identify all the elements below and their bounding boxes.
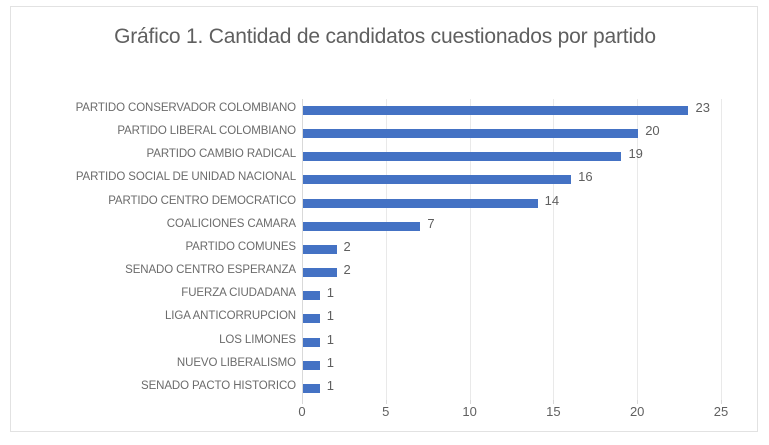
bar-value-label: 1 [326,377,334,393]
category-label: PARTIDO COMUNES [185,240,296,253]
bar-row: 14 [302,192,731,215]
category-label: SENADO CENTRO ESPERANZA [125,264,296,277]
bar-value-label: 1 [326,308,334,324]
chart-container: Gráfico 1. Cantidad de candidatos cuesti… [10,6,758,432]
bar-value-label: 19 [628,146,643,162]
x-axis-tickmark [721,400,722,404]
category-label: PARTIDO CONSERVADOR COLOMBIANO [75,102,297,114]
category-label: SENADO PACTO HISTORICO [141,379,296,392]
bar-row: 2 [302,238,731,261]
x-axis-tickmark [469,400,471,404]
bar-row: 1 [302,284,731,307]
bar-value-label: 20 [645,123,660,139]
category-label: PARTIDO SOCIAL DE UNIDAD NACIONAL [75,171,296,184]
x-axis-tick-label: 20 [629,404,645,419]
bar-value-label: 2 [343,262,351,278]
bar-value-label: 7 [427,215,435,231]
bar[interactable] [303,383,320,393]
x-axis-tick-label: 25 [713,404,729,419]
bar-row: 2 [302,261,731,284]
bar-row: 1 [302,377,731,400]
bar-row: 1 [302,307,731,330]
plot-area: 23 20 19 16 14 7 2 2 1 1 1 1 1 PARTIDO CONSERVADOR C… [76,99,731,419]
x-axis-tick-label: 15 [546,404,561,419]
bar[interactable] [303,244,337,254]
x-axis-tickmark [637,400,639,404]
bar-value-label: 1 [326,354,334,370]
bar[interactable] [303,360,320,370]
category-label: NUEVO LIBERALISMO [176,356,296,369]
bar[interactable] [303,152,622,162]
bar-row: 1 [302,354,731,377]
bar-row: 20 [302,122,731,145]
bar[interactable] [303,314,320,324]
bar[interactable] [303,268,337,278]
bar-value-label: 1 [326,285,334,301]
gridline [721,99,722,400]
chart-title: Gráfico 1. Cantidad de candidatos cuesti… [114,25,656,48]
bar-value-label: 2 [343,238,351,254]
category-label: COALICIONES CAMARA [166,217,296,230]
category-label: LOS LIMONES [219,333,296,346]
bar-row: 23 [302,99,731,122]
category-label: PARTIDO LIBERAL COLOMBIANO [117,125,296,138]
bar[interactable] [303,106,689,115]
category-label: LIGA ANTICORRUPCION [164,310,296,323]
bar[interactable] [303,291,320,301]
x-axis-tick-label: 0 [298,404,306,419]
bar-value-label: 14 [544,192,560,208]
value-axis-line [302,99,303,400]
x-axis-tick-label: 10 [462,404,477,419]
bar[interactable] [303,337,320,347]
bar-row: 7 [302,215,731,238]
gridline [385,99,387,400]
bar-row: 19 [302,145,731,168]
bar-value-label: 23 [695,100,710,115]
bar[interactable] [303,175,572,185]
gridline [469,99,471,400]
category-label: PARTIDO CENTRO DEMOCRATICO [108,194,296,207]
bar-value-label: 1 [326,331,334,347]
x-axis-tick-label: 5 [382,404,390,419]
x-axis-tickmark [385,400,387,404]
bar[interactable] [303,198,538,208]
x-axis-tickmark [553,400,555,404]
gridline [553,99,555,400]
gridline [637,99,639,400]
bar-row: 1 [302,331,731,354]
category-axis-labels: PARTIDO CONSERVADOR COLOMBIANO PARTIDO LI… [0,99,297,400]
category-label: FUERZA CIUDADANA [181,287,296,300]
bar[interactable] [303,221,421,231]
bar[interactable] [303,129,639,139]
bar-row: 16 [302,168,731,191]
category-label: PARTIDO CAMBIO RADICAL [146,148,297,161]
x-axis-tickmark [302,400,303,404]
bar-value-label: 16 [578,169,593,185]
